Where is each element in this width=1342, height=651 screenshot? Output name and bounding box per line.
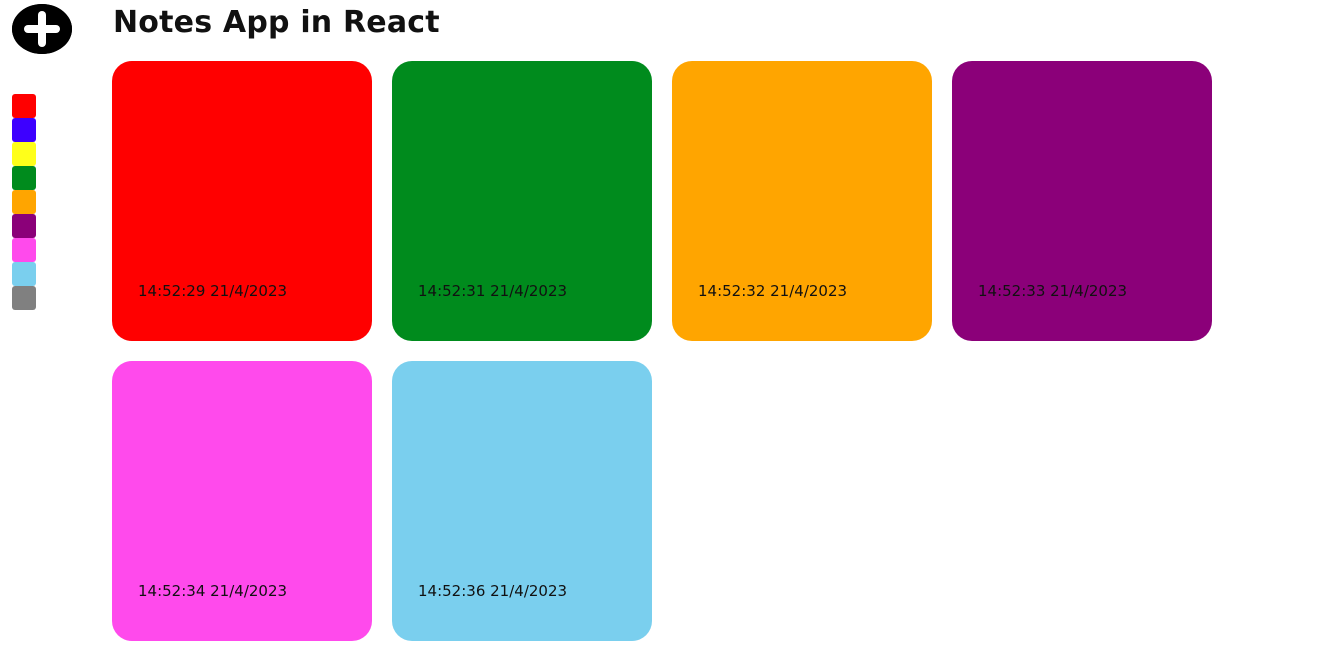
color-swatch-yellow[interactable] — [12, 142, 36, 166]
note-timestamp: 14:52:33 21/4/2023 — [978, 282, 1128, 300]
note-timestamp: 14:52:34 21/4/2023 — [138, 582, 288, 600]
color-swatch-blue[interactable] — [12, 118, 36, 142]
color-swatch-orange[interactable] — [12, 190, 36, 214]
color-swatch-list — [12, 94, 36, 310]
note-timestamp: 14:52:29 21/4/2023 — [138, 282, 288, 300]
color-swatch-purple[interactable] — [12, 214, 36, 238]
note-card[interactable]: 14:52:29 21/4/2023 — [112, 61, 372, 341]
note-timestamp: 14:52:32 21/4/2023 — [698, 282, 848, 300]
note-timestamp: 14:52:36 21/4/2023 — [418, 582, 568, 600]
note-card[interactable]: 14:52:31 21/4/2023 — [392, 61, 652, 341]
note-timestamp: 14:52:31 21/4/2023 — [418, 282, 568, 300]
note-card[interactable]: 14:52:32 21/4/2023 — [672, 61, 932, 341]
notes-grid: 14:52:29 21/4/2023 14:52:31 21/4/2023 14… — [112, 61, 1232, 641]
color-swatch-red[interactable] — [12, 94, 36, 118]
add-note-button[interactable] — [12, 4, 72, 54]
color-swatch-gray[interactable] — [12, 286, 36, 310]
color-swatch-light-blue[interactable] — [12, 262, 36, 286]
sidebar — [0, 0, 90, 651]
plus-circle-icon — [12, 4, 72, 54]
note-card[interactable]: 14:52:33 21/4/2023 — [952, 61, 1212, 341]
note-card[interactable]: 14:52:36 21/4/2023 — [392, 361, 652, 641]
color-swatch-green[interactable] — [12, 166, 36, 190]
note-card[interactable]: 14:52:34 21/4/2023 — [112, 361, 372, 641]
page-title: Notes App in React — [113, 5, 440, 40]
color-swatch-pink[interactable] — [12, 238, 36, 262]
